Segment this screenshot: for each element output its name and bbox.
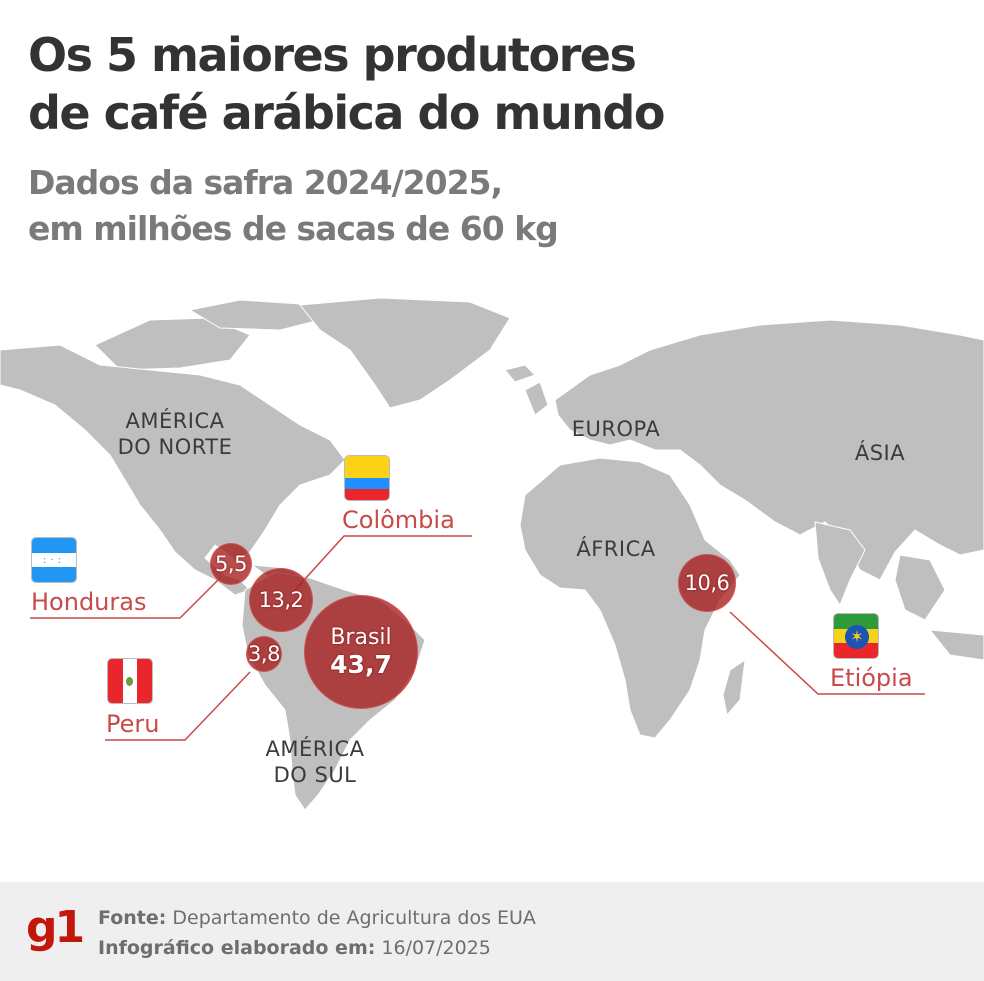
region-label-line: ÁFRICA [576,537,656,561]
region-label-europe: EUROPA [556,416,676,442]
bubble-peru-value: 3,8 [248,642,280,666]
title-line-1: Os 5 maiores produtores [28,28,637,82]
world-map-land [0,297,984,811]
country-label-honduras: Honduras [31,588,147,616]
subtitle-line-1: Dados da safra 2024/2025, [28,163,503,202]
country-label-colombia: Colômbia [342,506,455,534]
source-label: Fonte: [98,907,167,929]
region-label-line: EUROPA [571,417,661,441]
bubble-honduras-value: 5,5 [215,552,247,576]
page-subtitle: Dados da safra 2024/2025, em milhões de … [28,160,559,252]
bubble-brasil-label: Brasil [330,625,392,650]
world-map: AMÉRICA DO NORTE AMÉRICA DO SUL EUROPA Á… [0,290,984,850]
country-label-peru: Peru [106,710,160,738]
bubble-colombia-value: 13,2 [258,588,304,612]
region-label-line: AMÉRICA [265,737,365,761]
bubble-peru[interactable]: 3,8 [246,636,282,672]
region-label-north-america: AMÉRICA DO NORTE [100,408,250,460]
honduras-flag-icon: :·: [31,537,77,583]
region-label-south-america: AMÉRICA DO SUL [240,736,390,788]
ethiopia-flag-icon: ✶ [833,613,879,659]
bubble-ethiopia[interactable]: 10,6 [678,554,736,612]
page-title: Os 5 maiores produtores de café arábica … [28,26,665,142]
date-line: Infográfico elaborado em: 16/07/2025 [98,936,491,960]
bubble-brasil[interactable]: Brasil 43,7 [304,595,418,709]
region-label-line: DO NORTE [117,435,233,459]
title-line-2: de café arábica do mundo [28,86,665,140]
source-value: Departamento de Agricultura dos EUA [172,907,536,929]
region-label-asia: ÁSIA [830,440,930,466]
region-label-line: AMÉRICA [125,409,225,433]
date-label: Infográfico elaborado em: [98,937,376,959]
region-label-line: DO SUL [273,763,357,787]
colombia-flag-icon [344,455,390,501]
footer: g1 Fonte: Departamento de Agricultura do… [0,882,984,981]
bubble-brasil-value: 43,7 [330,650,392,679]
region-label-africa: ÁFRICA [556,536,676,562]
bubble-honduras[interactable]: 5,5 [210,543,252,585]
country-label-ethiopia: Etiópia [830,664,913,692]
source-line: Fonte: Departamento de Agricultura dos E… [98,906,536,930]
g1-logo: g1 [26,902,85,953]
bubble-ethiopia-value: 10,6 [684,571,730,595]
date-value: 16/07/2025 [381,937,491,959]
bubble-colombia[interactable]: 13,2 [249,568,313,632]
peru-flag-icon [107,658,153,704]
subtitle-line-2: em milhões de sacas de 60 kg [28,209,559,248]
region-label-line: ÁSIA [854,441,906,465]
